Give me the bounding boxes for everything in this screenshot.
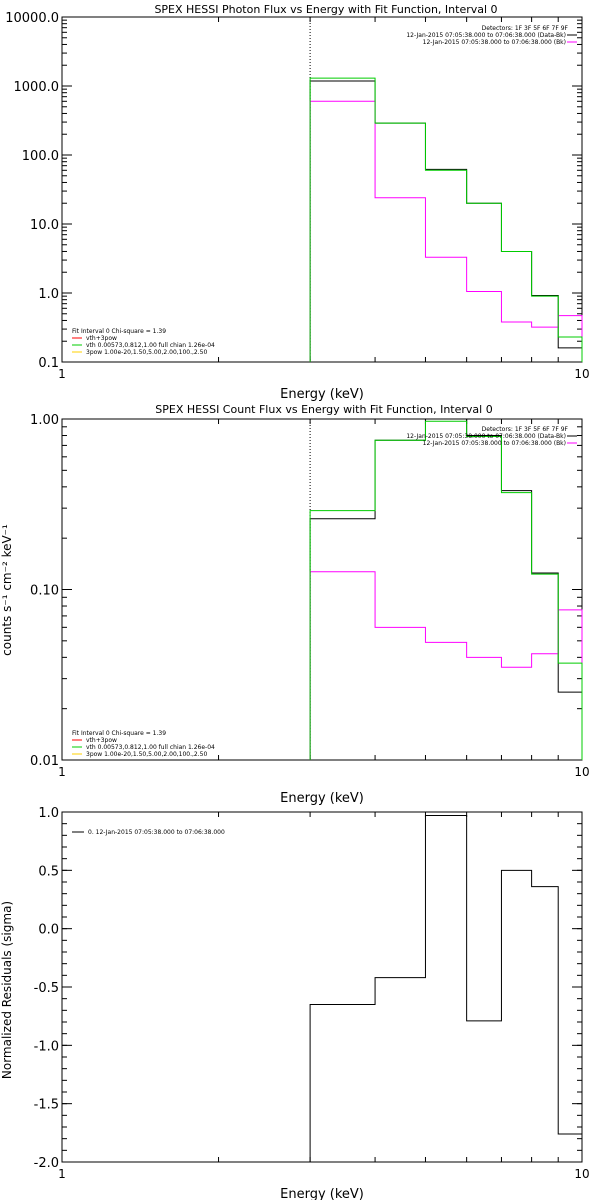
photon-flux-legend-bk-label: 12-Jan-2015 07:05:38.000 to 07:06:38.000…: [423, 39, 566, 46]
photon-flux-fit-legend: Fit Interval 0 Chi-square = 1.39 vth+3po…: [72, 328, 215, 356]
photon-flux-y-tick-label: 10.0: [30, 218, 59, 233]
residuals-xlabel: Energy (keV): [280, 1187, 364, 1200]
photon-flux-y-tick-label: 1.0: [38, 287, 59, 302]
photon-flux-x-tick-label: 1: [58, 367, 66, 381]
photon-flux-y-tick-label: 100.0: [22, 149, 59, 164]
count-flux-panel: SPEX HESSI Count Flux vs Energy with Fit…: [0, 403, 590, 806]
photon-flux-x-tick-label: 10: [574, 367, 589, 381]
photon-flux-plot-frame: [61, 16, 583, 363]
count-flux-x-tick-label: 10: [574, 765, 589, 779]
residuals-plot-frame: [61, 811, 583, 1163]
photon-flux-y-tick-label: 10000.0: [5, 11, 59, 26]
count-flux-y-tick-label: 0.10: [30, 584, 59, 599]
photon-flux-legend-data-label: 12-Jan-2015 07:05:38.000 to 07:06:38.000…: [406, 32, 566, 39]
residuals-y-tick-label: -0.5: [34, 981, 59, 996]
count-flux-title: SPEX HESSI Count Flux vs Energy with Fit…: [155, 403, 492, 416]
count-flux-y-tick-label: 1.00: [30, 413, 59, 428]
count-flux-y-tick-label: 0.01: [30, 754, 59, 769]
residuals-x-tick-label: 10: [574, 1167, 589, 1181]
residuals-ylabel: Normalized Residuals (sigma): [0, 901, 14, 1079]
count-flux-fit-header: Fit Interval 0 Chi-square = 1.39: [72, 730, 166, 737]
photon-flux-y-tick-label: 1000.0: [14, 80, 60, 95]
count-flux-series-2-step-line: [309, 420, 583, 760]
count-flux-series-0-step-line: [309, 418, 583, 760]
photon-flux-xlabel: Energy (keV): [280, 387, 364, 402]
count-flux-legend-data-label: 12-Jan-2015 07:05:38.000 to 07:06:38.000…: [406, 433, 566, 440]
photon-flux-fit-label-1: vth 0.00573,0.812,1.00 full chian 1.26e-…: [86, 342, 215, 349]
count-flux-legend-bk-label: 12-Jan-2015 07:05:38.000 to 07:06:38.000…: [423, 440, 566, 447]
photon-flux-panel: SPEX HESSI Photon Flux vs Energy with Fi…: [5, 3, 589, 402]
residuals-y-tick-label: 0.5: [38, 864, 59, 879]
residuals-y-tick-label: 1.0: [38, 806, 59, 821]
residuals-y-tick-label: 0.0: [38, 923, 59, 938]
count-flux-detectors-label: Detectors: 1F 3F 5F 6F 7F 9F: [482, 426, 569, 433]
photon-flux-series: [309, 17, 583, 362]
photon-flux-fit-label-0: vth+3pow: [86, 335, 117, 342]
photon-flux-detector-legend: Detectors: 1F 3F 5F 6F 7F 9F 12-Jan-2015…: [406, 25, 577, 46]
photon-flux-axes: 1 10 0.1 1.0 10.0 100.0 1000.0 10000.0: [5, 11, 589, 381]
photon-flux-series-0-step-line: [309, 80, 583, 362]
count-flux-fit-label-2: 3pow 1.00e-20,1.50,5.00,2.00,100.,2.50: [86, 751, 207, 758]
residuals-axes: 1 10 -2.0 -1.5 -1.0 -0.5 0.0 0.5 1.0: [34, 806, 590, 1181]
photon-flux-series-2-step-line: [309, 77, 583, 362]
photon-flux-series-1-step-line: [309, 100, 583, 362]
count-flux-series-1-step-line: [309, 571, 583, 760]
count-flux-series: [309, 418, 583, 760]
photon-flux-y-tick-label: 0.1: [38, 356, 59, 371]
residuals-y-tick-label: -1.0: [34, 1039, 59, 1054]
count-flux-ylabel: counts s⁻¹ cm⁻² keV⁻¹: [0, 524, 14, 656]
residuals-legend-label: 0. 12-Jan-2015 07:05:38.000 to 07:06:38.…: [88, 829, 225, 836]
residuals-series-0-step-line: [309, 815, 583, 1162]
residuals-legend: 0. 12-Jan-2015 07:05:38.000 to 07:06:38.…: [72, 829, 225, 836]
residuals-y-tick-label: -1.5: [34, 1098, 59, 1113]
residuals-series: [309, 815, 583, 1162]
photon-flux-fit-label-2: 3pow 1.00e-20,1.50,5.00,2.00,100.,2.50: [86, 349, 207, 356]
residuals-y-tick-label: -2.0: [34, 1156, 59, 1171]
residuals-x-tick-label: 1: [58, 1167, 66, 1181]
count-flux-axes: 1 10 0.01 0.10 1.00: [30, 413, 590, 779]
count-flux-x-tick-label: 1: [58, 765, 66, 779]
count-flux-xlabel: Energy (keV): [280, 791, 364, 806]
photon-flux-fit-header: Fit Interval 0 Chi-square = 1.39: [72, 328, 166, 335]
count-flux-fit-label-0: vth+3pow: [86, 737, 117, 744]
count-flux-fit-label-1: vth 0.00573,0.812,1.00 full chian 1.26e-…: [86, 744, 215, 751]
count-flux-fit-legend: Fit Interval 0 Chi-square = 1.39 vth+3po…: [72, 730, 215, 758]
count-flux-plot-frame: [61, 418, 583, 761]
photon-flux-title: SPEX HESSI Photon Flux vs Energy with Fi…: [154, 3, 497, 16]
count-flux-detector-legend: Detectors: 1F 3F 5F 6F 7F 9F 12-Jan-2015…: [406, 426, 577, 447]
photon-flux-detectors-label: Detectors: 1F 3F 5F 6F 7F 9F: [482, 25, 569, 32]
residuals-panel: 1 10 -2.0 -1.5 -1.0 -0.5 0.0 0.5 1.0 Energy (keV…: [0, 806, 590, 1200]
